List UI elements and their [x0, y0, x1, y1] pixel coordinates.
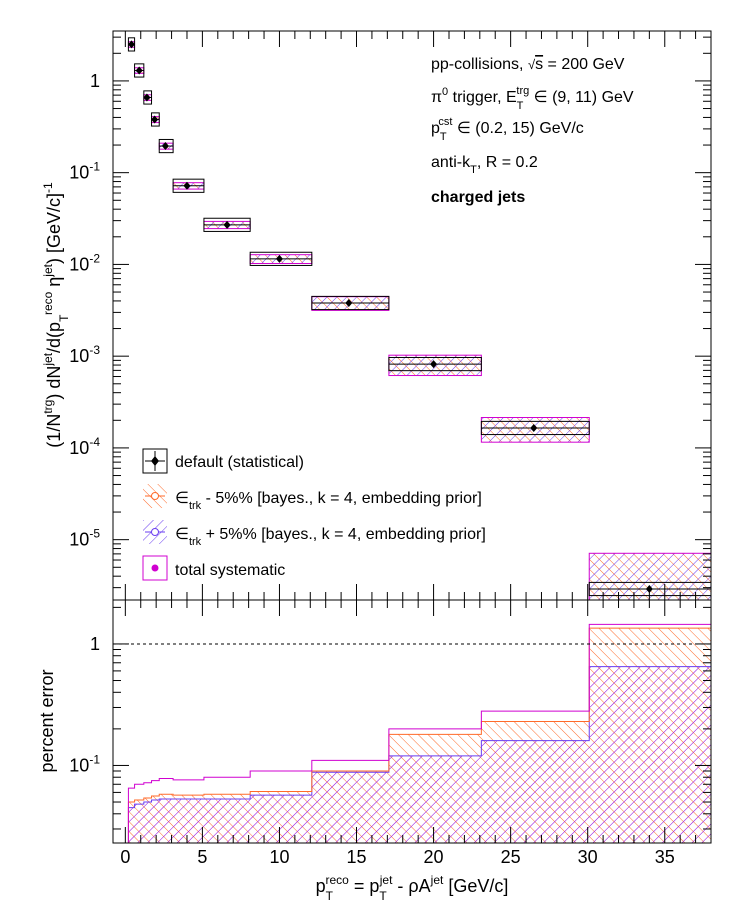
annotation-jet-type: charged jets [431, 189, 525, 206]
y-tick-label: 10-4 [69, 435, 100, 458]
spectrum-axes: 1 10-1 10-2 10-3 10-4 10-5 [69, 31, 711, 600]
error-fill-overlap [173, 798, 204, 843]
x-tick-label: 0 [120, 847, 130, 867]
y-tick-label: 10-2 [69, 251, 100, 274]
x-tick-label: 5 [197, 847, 207, 867]
ratio-y-label: percent error [37, 669, 57, 772]
data-point [151, 115, 159, 124]
x-tick-label: 10 [269, 847, 289, 867]
ratio-panel: 1 10-1 0 5 10 15 20 25 30 35 percent error pTreco… [37, 599, 712, 903]
error-fill-overlap [134, 804, 144, 843]
x-axis-label: pTreco = pTjet - ρAjet [GeV/c] [316, 873, 509, 903]
ratio-data-layer [113, 623, 712, 843]
y-tick-label: 10-3 [69, 343, 100, 366]
svg-text:total systematic: total systematic [175, 562, 285, 579]
data-point [645, 584, 653, 593]
error-fill-overlap [151, 799, 160, 843]
x-tick-label: 35 [655, 847, 675, 867]
error-fill-overlap [143, 802, 152, 843]
data-point [183, 181, 191, 190]
data-point [345, 298, 353, 307]
data-point [127, 40, 135, 49]
error-fill-overlap [203, 798, 251, 843]
annotation-constituent-pt: pTcst ∈ (0.2, 15) GeV/c [431, 116, 584, 143]
data-point [430, 360, 438, 369]
annotation-algorithm: anti-kT, R = 0.2 [431, 154, 538, 176]
error-fill-overlap [311, 772, 389, 843]
y-tick-label: 10-5 [69, 527, 100, 550]
data-point [161, 142, 169, 151]
annotation-block: pp-collisions, √s = 200 GeV π0 trigger, … [431, 56, 634, 206]
data-point [530, 423, 538, 432]
sys-box-trk-plus [589, 553, 711, 600]
svg-text:default (statistical): default (statistical) [175, 454, 304, 471]
error-fill-overlap [388, 755, 482, 843]
svg-text:∈trk - 5%% [bayes., k = 4, emb: ∈trk - 5%% [bayes., k = 4, embedding pri… [175, 490, 482, 512]
ratio-y-tick-label: 10-1 [69, 752, 100, 775]
spectrum-frame [112, 30, 712, 601]
data-point [223, 220, 231, 229]
svg-text:∈trk + 5%% [bayes., k = 4, emb: ∈trk + 5%% [bayes., k = 4, embedding pri… [175, 526, 486, 548]
x-tick-label: 25 [501, 847, 521, 867]
legend-entry-default: default (statistical) [142, 448, 304, 474]
data-point [143, 93, 151, 102]
spectrum-data-layer [127, 37, 712, 601]
legend-entry-trk-plus: ∈trk + 5%% [bayes., k = 4, embedding pri… [143, 520, 486, 548]
x-tick-label: 15 [346, 847, 366, 867]
annotation-trigger: π0 trigger, ETtrg ∈ (9, 11) GeV [431, 85, 634, 112]
annotation-collision: pp-collisions, √s = 200 GeV [431, 56, 625, 73]
ratio-frame [112, 599, 712, 844]
y-tick-label: 1 [90, 71, 100, 91]
data-point [135, 66, 143, 75]
step-line [127, 623, 712, 843]
error-fill-overlap [128, 807, 135, 843]
spectrum-y-label: (1/Ntrg) dNjet/d(pTreco ηjet) [GeV/c]-1 [41, 182, 71, 448]
ratio-y-tick-label: 1 [90, 634, 100, 654]
legend-entry-trk-minus: ∈trk - 5%% [bayes., k = 4, embedding pri… [143, 484, 482, 512]
legend-entry-total-systematic: total systematic [142, 555, 285, 581]
error-fill-overlap [159, 798, 174, 843]
error-fill-overlap [250, 795, 312, 843]
spectrum-panel: 1 10-1 10-2 10-3 10-4 10-5 (1/Ntrg) dNjet/d(p… [41, 30, 712, 601]
x-tick-label: 20 [424, 847, 444, 867]
x-tick-label: 30 [578, 847, 598, 867]
data-point [275, 254, 283, 263]
step-line [127, 666, 712, 843]
error-fill-overlap [481, 740, 590, 843]
y-tick-label: 10-1 [69, 160, 100, 183]
error-fill-overlap [589, 666, 711, 843]
legend: default (statistical) ∈trk - 5%% [bayes.… [142, 448, 486, 581]
